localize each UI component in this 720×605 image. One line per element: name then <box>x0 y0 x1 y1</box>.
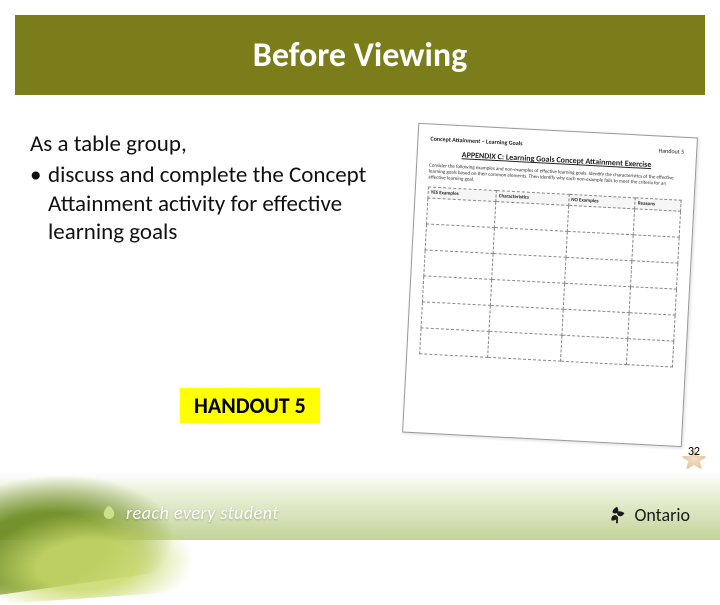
leaf-icon <box>100 504 118 522</box>
slide-title: Before Viewing <box>253 35 467 76</box>
handout-sheet-cell <box>628 313 675 341</box>
footer: reach every student Ontario <box>0 472 720 540</box>
handout-sheet-cell <box>630 287 677 315</box>
handout-sheet-cell <box>562 309 630 338</box>
handout-sheet-cell <box>560 335 628 364</box>
body-lead: As a table group, <box>30 130 370 159</box>
ontario-wordmark: Ontario <box>606 504 690 526</box>
handout-sheet-cell <box>421 302 490 332</box>
handout-sheet-image: Concept Attainment – Learning Goals Hand… <box>402 123 698 447</box>
handout-sheet-cell <box>491 279 565 309</box>
handout-sheet-cell <box>424 250 493 280</box>
handout-sheet-cell <box>564 257 632 286</box>
page-number: 32 <box>688 445 700 459</box>
handout-sheet-cell <box>567 205 635 234</box>
handout-sheet-cell <box>631 261 678 289</box>
handout-sheet-table: YES ExamplesCharacteristicsNO ExamplesRe… <box>419 186 681 367</box>
handout-sheet-cell <box>495 202 569 232</box>
handout-sheet-cell <box>492 253 566 283</box>
footer-tagline-text: reach every student <box>126 502 279 524</box>
handout-header-right: Handout 5 <box>658 147 684 156</box>
handout-sheet-cell <box>422 276 491 306</box>
handout-sheet-cell <box>627 339 674 367</box>
handout-sheet-cell <box>427 198 496 228</box>
handout-sheet-cell <box>488 331 562 361</box>
title-band: Before Viewing <box>15 15 705 95</box>
footer-tagline: reach every student <box>100 502 279 524</box>
body-text: As a table group, discuss and complete t… <box>30 130 370 247</box>
handout-sheet-cell <box>493 228 567 258</box>
handout-sheet-cell <box>420 328 489 358</box>
handout-header-left: Concept Attainment – Learning Goals <box>430 135 523 148</box>
handout-sheet-cell <box>489 305 563 335</box>
handout-sheet-cell <box>632 235 679 263</box>
handout-sheet-cell <box>566 231 634 260</box>
ontario-wordmark-text: Ontario <box>634 504 690 526</box>
handout-sheet-cell <box>425 224 494 254</box>
handout-sheet-cell <box>634 209 681 237</box>
handout-badge: HANDOUT 5 <box>180 388 320 423</box>
body-bullet: discuss and complete the Concept Attainm… <box>30 161 370 247</box>
trillium-icon <box>606 504 628 526</box>
handout-sheet-cell <box>563 283 631 312</box>
